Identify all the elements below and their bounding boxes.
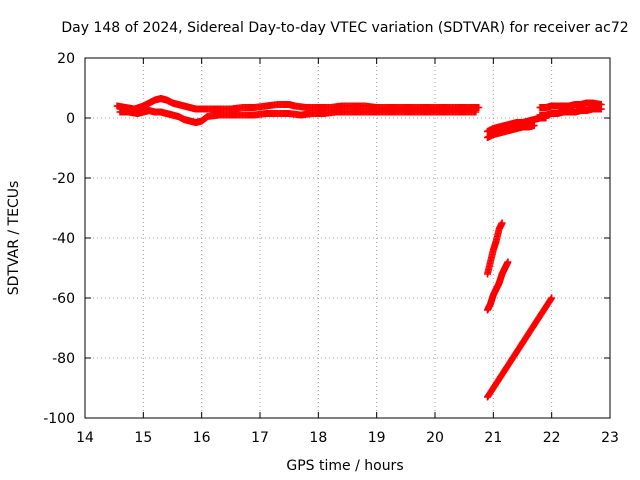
data-point xyxy=(475,104,483,111)
data-series-9 xyxy=(484,294,556,401)
data-points xyxy=(113,95,605,401)
y-tick-label: 20 xyxy=(57,51,75,67)
data-point xyxy=(498,219,506,227)
x-tick-label: 18 xyxy=(309,430,327,446)
x-axis-label: GPS time / hours xyxy=(286,458,403,474)
axis-ticks: 14 15 16 17 18 19 20 21 22 23 20 0 -20 -40 -60 -80 -100 xyxy=(43,51,619,446)
data-series-6 xyxy=(536,105,605,119)
y-axis-label: SDTVAR / TECUs xyxy=(6,181,22,296)
x-tick-label: 19 xyxy=(368,430,386,446)
y-tick-label: -20 xyxy=(52,171,75,187)
x-tick-label: 14 xyxy=(76,430,94,446)
x-tick-label: 20 xyxy=(426,430,444,446)
data-point xyxy=(530,122,538,129)
y-tick-label: -60 xyxy=(52,291,75,307)
x-tick-label: 16 xyxy=(193,430,211,446)
x-tick-label: 22 xyxy=(543,430,561,446)
x-tick-label: 23 xyxy=(601,430,619,446)
x-tick-label: 21 xyxy=(484,430,502,446)
data-series-7 xyxy=(484,219,506,278)
plot-frame xyxy=(84,57,611,419)
y-tick-label: 0 xyxy=(66,111,75,127)
y-tick-label: -100 xyxy=(43,411,75,427)
x-tick-label: 17 xyxy=(251,430,269,446)
data-series-4 xyxy=(484,122,538,141)
chart-title: Day 148 of 2024, Sidereal Day-to-day VTE… xyxy=(61,20,628,36)
x-tick-label: 15 xyxy=(134,430,152,446)
data-point xyxy=(472,108,480,116)
data-point xyxy=(504,258,512,266)
data-series-1 xyxy=(113,95,483,113)
data-series-5 xyxy=(536,99,605,111)
data-series-8 xyxy=(484,258,512,314)
y-tick-label: -40 xyxy=(52,231,75,247)
y-tick-label: -80 xyxy=(52,351,75,367)
data-point xyxy=(597,105,605,113)
data-series-2 xyxy=(116,107,480,126)
data-point xyxy=(548,294,556,302)
